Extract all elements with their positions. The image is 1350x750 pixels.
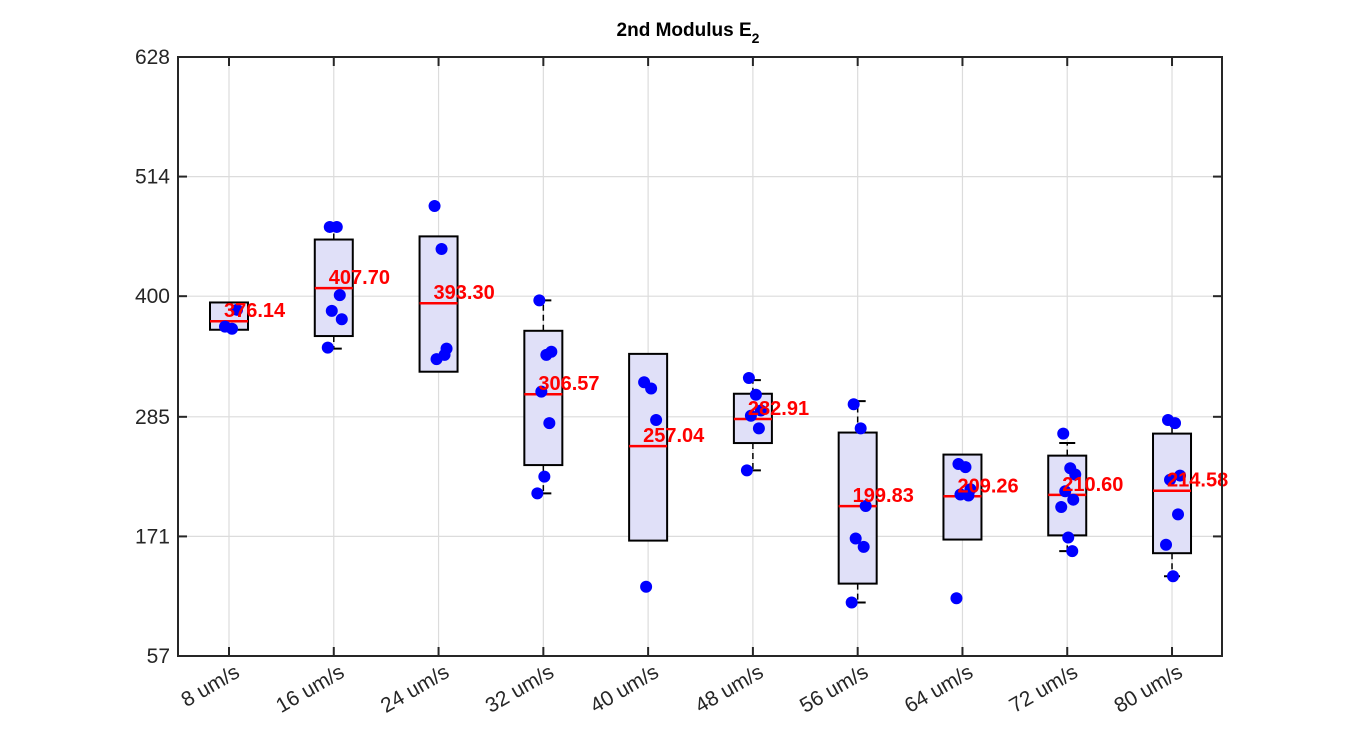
data-point (1057, 427, 1070, 440)
data-point (645, 382, 658, 395)
data-point (231, 303, 243, 316)
median-label: 376.14 (224, 300, 286, 322)
x-tick-label: 56 um/s (796, 660, 872, 717)
data-point (545, 345, 558, 358)
y-tick-label: 171 (135, 525, 170, 548)
data-point (740, 464, 753, 477)
data-point (849, 532, 862, 545)
data-point (1067, 493, 1080, 506)
data-point (531, 487, 544, 500)
box (1152, 432, 1193, 555)
data-point (859, 499, 872, 512)
x-tick-label: 48 um/s (691, 660, 767, 717)
x-tick-label: 16 um/s (272, 660, 348, 717)
median-label: 209.26 (957, 475, 1018, 497)
data-point (640, 580, 653, 593)
data-point (847, 398, 860, 411)
median-label: 407.70 (329, 267, 390, 289)
data-point (335, 313, 348, 326)
data-point (959, 461, 972, 474)
y-tick-label: 57 (147, 645, 170, 668)
data-point (1069, 468, 1082, 481)
x-tick-label: 72 um/s (1006, 660, 1082, 717)
data-point (1164, 473, 1177, 486)
median-label: 282.91 (748, 398, 809, 420)
y-tick-label: 514 (135, 166, 170, 189)
data-point (535, 385, 548, 398)
data-point (321, 341, 334, 354)
data-point (854, 422, 867, 435)
plot-background (178, 57, 1222, 656)
data-point (962, 489, 975, 502)
median-label: 306.57 (538, 373, 599, 395)
data-point (1169, 417, 1182, 430)
chart-title-subscript: 2 (752, 30, 760, 46)
plot-area: 376.14 407.70 393.30 306.57 257.04 282.91 199.… (135, 46, 1228, 718)
data-point (752, 422, 765, 435)
median-label: 393.30 (434, 282, 495, 304)
axes-frame (177, 56, 1223, 657)
data-point (1059, 485, 1072, 498)
x-tick-label: 80 um/s (1110, 660, 1186, 717)
data-point (857, 540, 870, 553)
data-point (754, 404, 767, 417)
data-point (749, 388, 762, 401)
median-label: 210.60 (1062, 474, 1123, 496)
x-tick-label: 64 um/s (901, 660, 977, 717)
data-point (226, 322, 238, 335)
data-point (533, 294, 546, 307)
x-tick-label: 8 um/s (177, 660, 243, 711)
data-point (1174, 469, 1187, 482)
median-label: 257.04 (643, 425, 705, 447)
median-label: 199.83 (853, 485, 914, 507)
data-point (1066, 545, 1079, 558)
data-point (742, 372, 755, 385)
data-point (330, 220, 343, 233)
data-point (428, 199, 441, 212)
data-point (543, 417, 556, 430)
data-point (1055, 501, 1068, 514)
x-tick-label: 24 um/s (377, 660, 453, 717)
data-point (435, 242, 448, 255)
data-point (333, 289, 346, 302)
x-tick-label: 32 um/s (482, 660, 558, 717)
chart-title: 2nd Modulus E2 (617, 20, 760, 46)
chart-title-main: 2nd Modulus E (617, 20, 752, 41)
data-point (438, 348, 451, 361)
data-point (1167, 570, 1180, 583)
data-point (1172, 508, 1185, 521)
y-tick-label: 628 (135, 46, 170, 69)
data-point (650, 413, 663, 426)
data-point (1160, 538, 1173, 551)
data-point (538, 470, 551, 483)
data-point (1062, 531, 1075, 544)
y-tick-label: 400 (135, 285, 170, 308)
data-point (845, 596, 858, 609)
data-point (744, 409, 757, 422)
median-label: 214.58 (1167, 470, 1228, 492)
data-point (950, 592, 963, 605)
data-point (325, 304, 338, 317)
y-tick-label: 285 (135, 406, 170, 429)
x-tick-label: 40 um/s (586, 660, 662, 717)
